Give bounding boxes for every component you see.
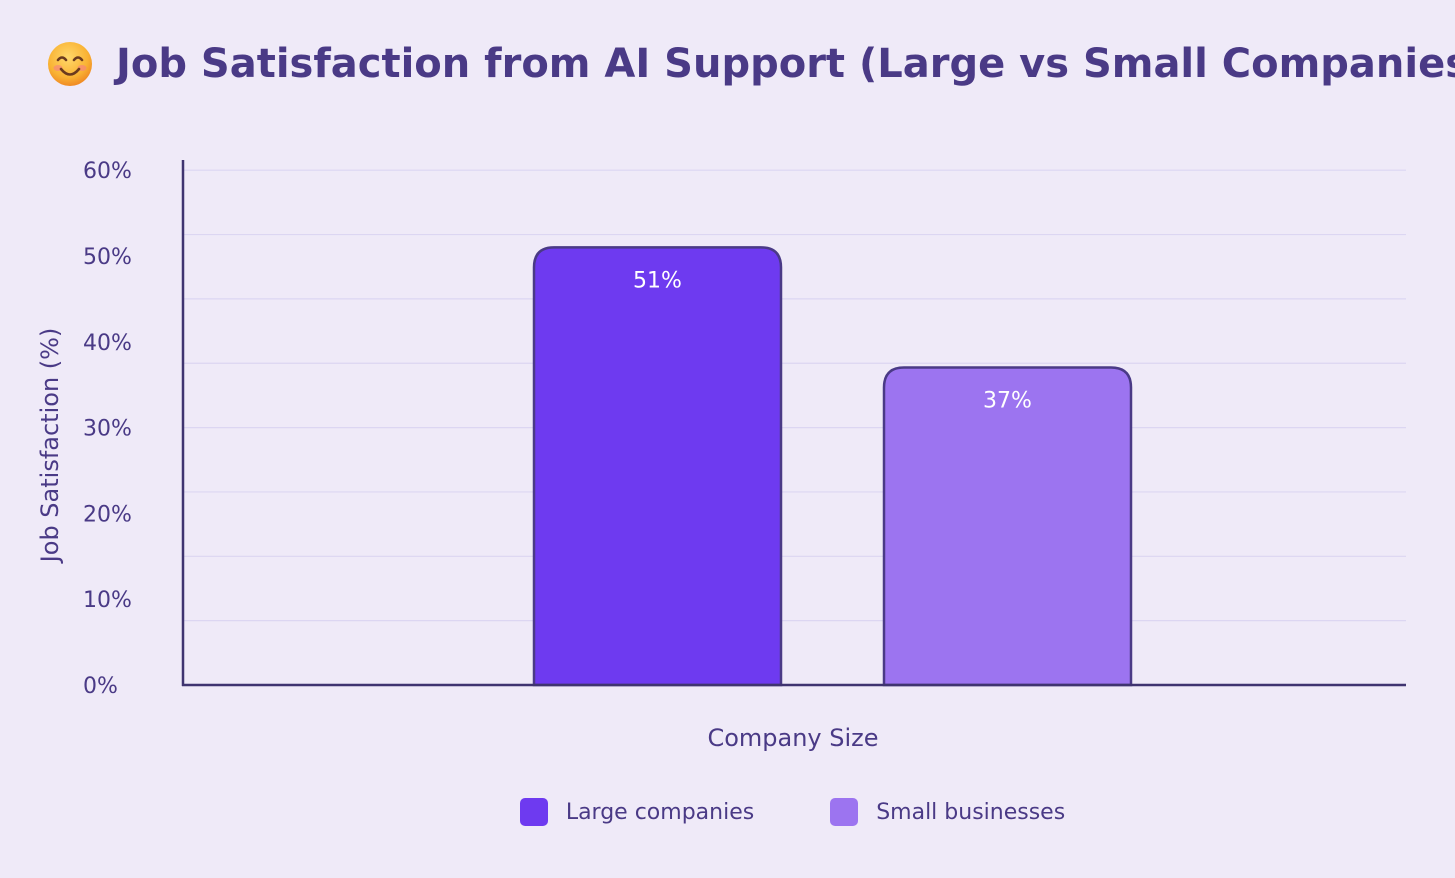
y-tick-label: 20%: [83, 502, 132, 527]
y-tick-label: 30%: [83, 417, 132, 442]
legend-label: Small businesses: [876, 799, 1066, 825]
y-tick-label: 40%: [83, 331, 132, 356]
chart-title: Job Satisfaction from AI Support (Large …: [116, 41, 1455, 87]
bar-small-businesses[interactable]: [882, 366, 1133, 687]
grid-lines: [183, 169, 1406, 622]
legend-swatch-small-businesses: [830, 798, 859, 826]
smiling-face-emoji-icon: [48, 42, 92, 86]
y-axis-title: Job Satisfaction (%): [36, 328, 64, 565]
y-tick-label: 10%: [83, 588, 132, 613]
bar-value-label: 51%: [633, 268, 682, 293]
y-tick-label: 50%: [83, 245, 132, 270]
y-tick-labels: 0% 10% 20% 30% 40% 50% 60%: [83, 159, 132, 699]
bar-large-companies[interactable]: [532, 246, 783, 687]
bar-value-labels: 51% 37%: [633, 268, 1032, 413]
legend-item-large-companies[interactable]: Large companies: [519, 798, 755, 826]
bars: [532, 246, 1133, 687]
bar-value-label: 37%: [983, 389, 1032, 414]
x-axis-title: Company Size: [707, 724, 878, 752]
y-tick-label: 0%: [83, 674, 118, 699]
chart-legend: Large companies Small businesses: [0, 798, 1455, 826]
y-tick-label: 60%: [83, 159, 132, 184]
legend-swatch-large-companies: [519, 798, 548, 826]
axes: [181, 160, 1406, 687]
legend-label: Large companies: [565, 799, 755, 825]
chart-title-row: Job Satisfaction from AI Support (Large …: [46, 34, 1455, 94]
legend-item-small-businesses[interactable]: Small businesses: [830, 798, 1065, 826]
